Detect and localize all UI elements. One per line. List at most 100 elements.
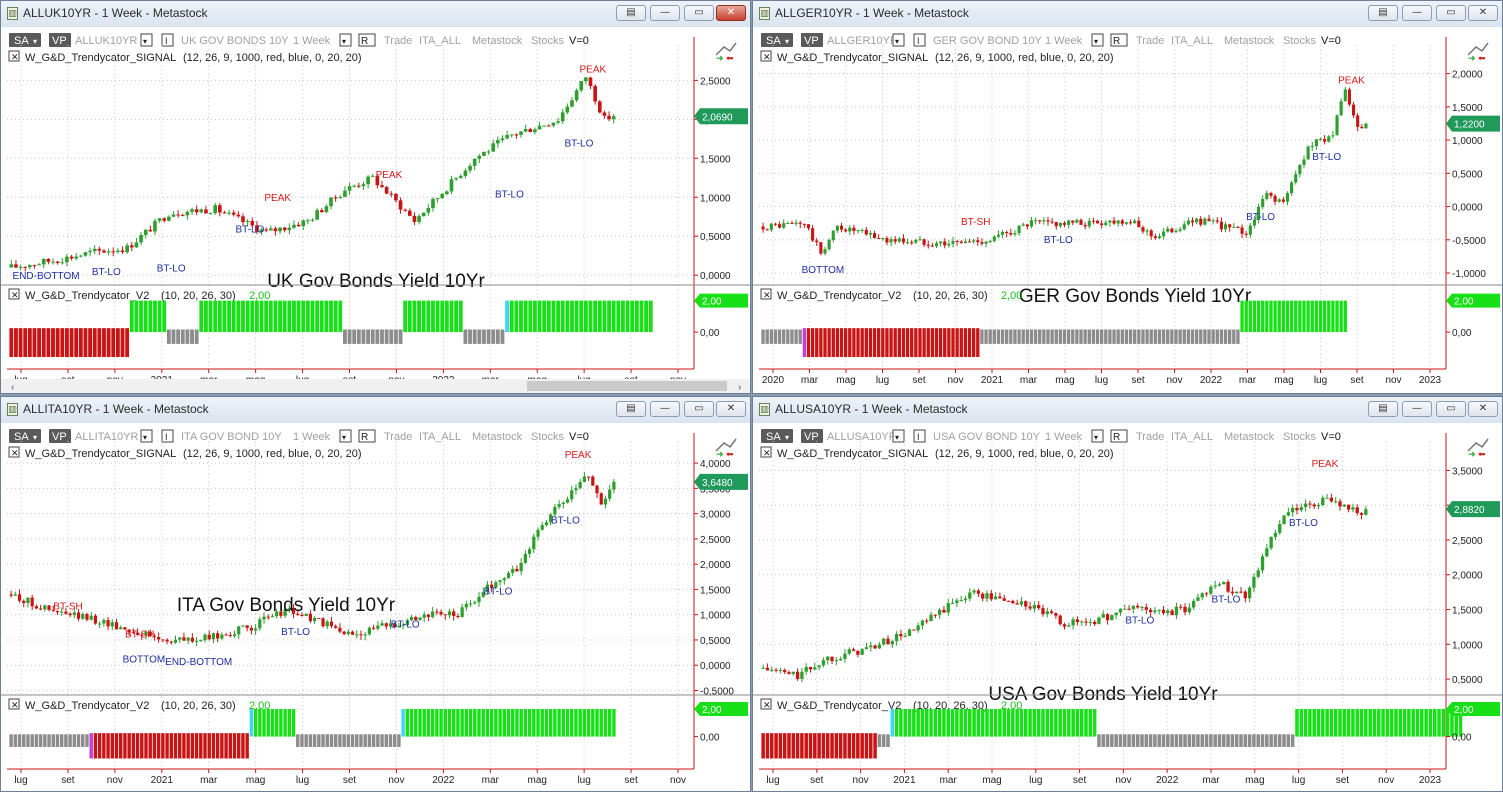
window-titlebar[interactable]: ▥ ALLITA10YR - 1 Week - Metastock ▤ — ▭ … <box>1 397 750 424</box>
sa-button[interactable] <box>761 33 793 47</box>
minimize-button[interactable]: — <box>650 5 680 21</box>
remove-indicator-button[interactable] <box>760 698 772 710</box>
indicator-bar <box>258 708 262 737</box>
indicator-bar <box>325 734 329 747</box>
symbol-dropdown[interactable] <box>892 429 905 443</box>
close-button[interactable]: ✕ <box>716 5 746 21</box>
remove-indicator-button[interactable] <box>760 288 772 300</box>
window-titlebar[interactable]: ▥ ALLUK10YR - 1 Week - Metastock ▤ — ▭ ✕ <box>1 1 750 28</box>
chart-window-usa[interactable]: ▥ ALLUSA10YR - 1 Week - Metastock ▤ — ▭ … <box>752 396 1503 792</box>
vp-button[interactable] <box>801 429 823 443</box>
maximize-button[interactable]: ▭ <box>1436 401 1466 417</box>
r-dropdown[interactable] <box>358 429 376 443</box>
close-button[interactable]: ✕ <box>1468 401 1498 417</box>
period-dropdown[interactable] <box>1091 429 1104 443</box>
scrollbar-thumb[interactable] <box>527 381 727 391</box>
minimize-button[interactable]: — <box>1402 5 1432 21</box>
trend-arrows-icon[interactable]: ➜ ⬅ <box>715 42 737 63</box>
close-button[interactable]: ✕ <box>1468 5 1498 21</box>
sa-button[interactable] <box>761 429 793 443</box>
remove-signal-button[interactable] <box>8 50 20 62</box>
window-titlebar[interactable]: ▥ ALLGER10YR - 1 Week - Metastock ▤ — ▭ … <box>753 1 1502 28</box>
chart-area[interactable]: SA ▾ VP ALLITA10YR ▾ I ITA GOV BOND 10Y 1 Week ▾… <box>1 423 751 792</box>
indicator-bar <box>27 328 32 358</box>
horizontal-scrollbar[interactable]: ‹ › <box>1 379 750 393</box>
indicator-bar <box>51 734 55 747</box>
candle-body <box>1343 89 1347 102</box>
maximize-button[interactable]: ▭ <box>1436 5 1466 21</box>
remove-indicator-button[interactable] <box>8 698 20 710</box>
sa-button[interactable] <box>9 429 41 443</box>
chart-toolbar[interactable]: SA ▾ VP ALLGER10YR▾ I GER GOV BOND 10Y 1 Week ▾… <box>761 33 1341 47</box>
indicator-badge-value: 2,00 <box>702 705 722 716</box>
candle-body <box>296 613 300 615</box>
chart-area[interactable]: SA ▾ VP ALLGER10YR▾ I GER GOV BOND 10Y 1 Week ▾… <box>753 27 1503 393</box>
candle-body <box>85 613 89 620</box>
vp-button[interactable] <box>801 33 823 47</box>
trend-arrows-icon[interactable]: ➜ ⬅ <box>1467 42 1489 63</box>
symbol-dropdown[interactable] <box>140 429 153 443</box>
minimize-button[interactable]: — <box>650 401 680 417</box>
chart-properties-button[interactable]: ▤ <box>1368 5 1398 21</box>
signal-annotation: BT-LO <box>1246 212 1275 223</box>
trend-arrows-icon[interactable]: ➜ ⬅ <box>715 438 737 459</box>
candle-body <box>296 224 301 227</box>
chart-properties-button[interactable]: ▤ <box>616 5 646 21</box>
candle-body <box>1178 229 1182 231</box>
candle-body <box>882 638 886 645</box>
remove-signal-button[interactable] <box>760 50 772 62</box>
r-dropdown[interactable] <box>1110 429 1128 443</box>
chart-area[interactable]: SA ▾ VP ALLUK10YR ▾ I UK GOV BONDS 10Y 1 Week ▾ R… <box>1 27 751 393</box>
chart-area[interactable]: SA ▾ VP ALLUSA10YR▾ I USA GOV BOND 10Y 1 Week ▾… <box>753 423 1503 792</box>
indicator-bar <box>127 733 131 759</box>
source-label: Metastock <box>1224 35 1275 47</box>
maximize-button[interactable]: ▭ <box>684 401 714 417</box>
candle-body <box>546 125 551 127</box>
candle-body <box>1281 199 1285 202</box>
close-button[interactable]: ✕ <box>716 401 746 417</box>
minimize-button[interactable]: — <box>1402 401 1432 417</box>
candle-body <box>1067 625 1071 627</box>
scroll-right-icon[interactable]: › <box>738 382 741 393</box>
symbol-dropdown[interactable] <box>892 33 905 47</box>
period-dropdown[interactable] <box>339 33 352 47</box>
maximize-button[interactable]: ▭ <box>684 5 714 21</box>
r-dropdown[interactable] <box>358 33 376 47</box>
security-info-button[interactable] <box>161 33 174 47</box>
candle-body <box>565 499 570 503</box>
chart-properties-button[interactable]: ▤ <box>1368 401 1398 417</box>
indicator-bar <box>165 733 169 759</box>
sa-button[interactable] <box>9 33 41 47</box>
chart-window-ita[interactable]: ▥ ALLITA10YR - 1 Week - Metastock ▤ — ▭ … <box>0 396 751 792</box>
remove-signal-button[interactable] <box>760 446 772 458</box>
signal-indicator-label: W_G&D_Trendycator_SIGNAL <box>25 448 176 460</box>
indicator-bar <box>603 708 608 737</box>
period-dropdown[interactable] <box>339 429 352 443</box>
candle-body <box>1199 218 1203 225</box>
chart-window-uk[interactable]: ▥ ALLUK10YR - 1 Week - Metastock ▤ — ▭ ✕… <box>0 0 751 394</box>
chart-toolbar[interactable]: SA ▾ VP ALLUSA10YR▾ I USA GOV BOND 10Y 1 Week ▾… <box>761 429 1341 443</box>
security-info-button[interactable] <box>161 429 174 443</box>
chart-toolbar[interactable]: SA ▾ VP ALLITA10YR ▾ I ITA GOV BOND 10Y 1 Week ▾… <box>9 429 589 443</box>
scroll-left-icon[interactable]: ‹ <box>11 382 14 393</box>
signal-annotation: BT-SH <box>53 602 82 613</box>
vp-button[interactable] <box>49 33 71 47</box>
chart-properties-button[interactable]: ▤ <box>616 401 646 417</box>
remove-signal-button[interactable] <box>8 446 20 458</box>
candle-body <box>893 239 897 242</box>
chart-toolbar[interactable]: SA ▾ VP ALLUK10YR ▾ I UK GOV BONDS 10Y 1 Week ▾ R… <box>9 33 589 47</box>
period-dropdown[interactable] <box>1091 33 1104 47</box>
symbol-dropdown[interactable] <box>140 33 153 47</box>
candle-body <box>231 212 236 215</box>
r-dropdown[interactable] <box>1110 33 1128 47</box>
candle-body <box>468 603 473 605</box>
remove-indicator-button[interactable] <box>8 288 20 300</box>
security-info-button[interactable] <box>913 429 926 443</box>
security-name: UK GOV BONDS 10Y <box>181 35 289 47</box>
window-titlebar[interactable]: ▥ ALLUSA10YR - 1 Week - Metastock ▤ — ▭ … <box>753 397 1502 424</box>
candle-body <box>194 640 199 642</box>
chart-window-ger[interactable]: ▥ ALLGER10YR - 1 Week - Metastock ▤ — ▭ … <box>752 0 1503 394</box>
candle-body <box>34 606 39 609</box>
trend-arrows-icon[interactable]: ➜ ⬅ <box>1467 438 1489 459</box>
vp-button[interactable] <box>49 429 71 443</box>
